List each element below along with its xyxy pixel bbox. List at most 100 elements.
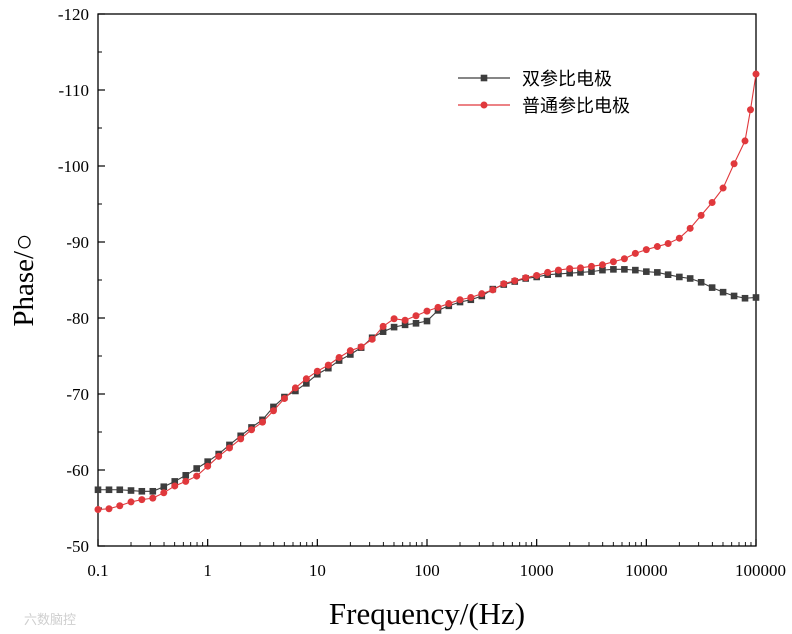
data-point xyxy=(347,351,354,358)
legend-label: 普通参比电极 xyxy=(522,96,630,117)
legend-marker xyxy=(480,74,488,82)
data-point xyxy=(500,280,508,288)
data-point xyxy=(258,418,266,426)
data-point xyxy=(225,444,233,452)
data-point xyxy=(171,482,179,490)
data-point xyxy=(412,320,420,327)
data-point xyxy=(621,266,628,273)
y-tick-label: -60 xyxy=(66,461,89,480)
data-point xyxy=(160,489,168,497)
data-point xyxy=(291,384,299,392)
y-tick-label: -50 xyxy=(66,537,89,556)
data-point xyxy=(664,240,672,248)
data-point xyxy=(105,505,113,513)
data-point xyxy=(576,264,584,272)
data-point xyxy=(566,269,573,277)
data-point xyxy=(676,273,683,281)
data-point xyxy=(412,312,420,320)
data-point xyxy=(697,211,705,219)
data-point xyxy=(346,347,354,355)
x-axis: 0.1 1 10 100 1000 10000 100000 xyxy=(87,539,786,580)
series-layer xyxy=(94,70,760,514)
x-tick-label: 100 xyxy=(414,561,440,580)
data-point xyxy=(269,407,277,415)
data-point xyxy=(445,300,453,308)
data-point xyxy=(335,354,343,362)
series-2-line xyxy=(97,73,757,511)
data-point xyxy=(642,246,650,254)
y-tick-label: -80 xyxy=(66,309,89,328)
data-point xyxy=(280,395,288,403)
data-point xyxy=(302,375,310,383)
data-point xyxy=(434,303,442,311)
data-point xyxy=(456,296,464,304)
data-point xyxy=(686,275,694,282)
data-point xyxy=(182,472,190,479)
data-point xyxy=(467,293,475,301)
data-point xyxy=(138,496,146,504)
data-point xyxy=(127,498,135,506)
data-point xyxy=(390,315,398,323)
data-point xyxy=(149,494,157,502)
data-point xyxy=(215,452,223,460)
x-axis-title: Frequency/(Hz) xyxy=(329,596,525,631)
data-point xyxy=(554,266,562,274)
data-point xyxy=(116,502,124,510)
data-point xyxy=(357,343,365,351)
data-point xyxy=(610,266,617,273)
data-point xyxy=(544,268,552,276)
data-point xyxy=(730,292,738,300)
data-point xyxy=(643,268,650,275)
data-point xyxy=(324,361,332,369)
data-point xyxy=(522,274,530,282)
data-point xyxy=(752,294,760,301)
data-point xyxy=(533,271,541,279)
data-point xyxy=(632,266,639,274)
data-point xyxy=(654,269,661,276)
watermark-text: 六数脑控 xyxy=(24,613,76,628)
data-point xyxy=(555,270,562,278)
legend-label: 双参比电极 xyxy=(522,69,612,90)
series-2 xyxy=(94,70,760,514)
watermark: 六数脑控 xyxy=(24,613,76,628)
data-point xyxy=(489,286,497,294)
y-axis-title: Phase/○ xyxy=(8,233,40,326)
x-tick-label: 10000 xyxy=(625,561,668,580)
x-tick-label: 10 xyxy=(309,561,326,580)
data-point xyxy=(401,316,409,324)
data-point xyxy=(379,322,387,330)
data-point xyxy=(138,487,146,495)
data-point xyxy=(686,224,694,232)
data-point xyxy=(270,403,277,411)
data-point xyxy=(697,278,705,286)
data-point xyxy=(566,265,574,273)
data-point xyxy=(511,277,519,285)
data-point xyxy=(116,486,124,494)
legend-marker xyxy=(480,101,488,109)
data-point xyxy=(478,290,486,298)
data-point xyxy=(237,435,245,443)
data-point xyxy=(94,506,102,514)
y-tick-label: -110 xyxy=(58,81,89,100)
data-point xyxy=(747,106,755,114)
data-point xyxy=(368,335,376,343)
data-point xyxy=(620,255,628,263)
data-point xyxy=(599,266,606,274)
data-point xyxy=(105,486,113,494)
legend-item-1: 双参比电极 xyxy=(458,69,612,90)
data-point xyxy=(423,317,431,325)
data-point xyxy=(193,465,200,472)
data-point xyxy=(741,294,749,302)
data-point xyxy=(423,307,431,315)
x-tick-label: 1 xyxy=(203,561,212,580)
data-point xyxy=(719,184,727,192)
data-point xyxy=(193,472,201,480)
legend-item-2: 普通参比电极 xyxy=(458,96,630,117)
data-point xyxy=(609,258,617,266)
data-point xyxy=(127,487,135,494)
data-point xyxy=(577,269,584,276)
x-tick-label: 0.1 xyxy=(87,561,108,580)
data-point xyxy=(379,328,387,335)
